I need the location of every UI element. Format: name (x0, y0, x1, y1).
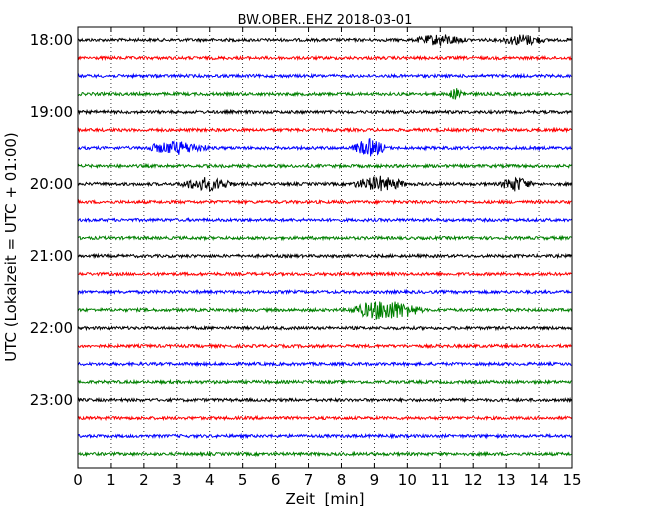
seismic-trace-2330 (77, 432, 572, 440)
seismic-trace-2215 (77, 342, 572, 350)
seismic-trace-1945 (77, 162, 572, 170)
seismic-trace-2015 (77, 198, 572, 206)
x-tick-label: 7 (304, 471, 314, 489)
x-axis-ticks: 0 1 2 3 4 5 6 7 8 9 10 11 12 13 14 15 (73, 27, 582, 489)
seismic-trace-2115 (77, 270, 572, 278)
x-tick-label: 11 (431, 471, 450, 489)
seismic-trace-2100 (77, 252, 572, 260)
grid-lines (110, 27, 540, 468)
seismic-trace-1815 (77, 54, 572, 62)
chart-title: BW.OBER..EHZ 2018-03-01 (238, 13, 413, 28)
seismic-trace-1900 (77, 108, 572, 116)
x-tick-label: 8 (337, 471, 347, 489)
seismic-trace-2000 (78, 175, 572, 192)
seismic-trace-2245 (77, 378, 572, 386)
x-tick-label: 3 (172, 471, 182, 489)
seismic-trace-2315 (77, 414, 572, 422)
y-tick-label: 23:00 (30, 391, 73, 409)
x-tick-label: 1 (106, 471, 116, 489)
y-tick-label: 20:00 (30, 175, 73, 193)
x-tick-label: 14 (530, 471, 549, 489)
seismic-traces (77, 34, 572, 458)
seismic-trace-1830 (77, 72, 572, 80)
seismic-trace-1845 (77, 88, 572, 100)
seismic-trace-1800 (77, 34, 572, 48)
x-tick-label: 2 (139, 471, 149, 489)
seismic-trace-2130 (77, 288, 572, 296)
x-tick-label: 12 (464, 471, 483, 489)
seismic-trace-2045 (77, 234, 572, 242)
x-tick-label: 4 (205, 471, 215, 489)
x-tick-label: 10 (398, 471, 417, 489)
x-tick-label: 15 (562, 471, 581, 489)
y-tick-label: 18:00 (30, 31, 73, 49)
x-axis-label: Zeit [min] (285, 490, 364, 508)
seismic-trace-2145 (77, 301, 572, 321)
y-axis-label: UTC (Lokalzeit = UTC + 01:00) (2, 132, 20, 362)
plot-frame (77, 26, 573, 469)
seismic-trace-2230 (77, 360, 572, 368)
seismic-trace-2345 (77, 450, 572, 458)
y-tick-label: 22:00 (30, 319, 73, 337)
y-axis-ticks: 18:00 19:00 20:00 21:00 22:00 23:00 (30, 31, 572, 409)
x-tick-label: 9 (370, 471, 380, 489)
y-tick-label: 19:00 (30, 103, 73, 121)
y-tick-label: 21:00 (30, 247, 73, 265)
seismic-trace-2200 (77, 324, 572, 332)
x-tick-label: 13 (497, 471, 516, 489)
seismic-trace-2030 (77, 216, 572, 224)
x-tick-label: 5 (238, 471, 248, 489)
seismic-trace-1930 (77, 137, 572, 157)
x-tick-label: 6 (271, 471, 281, 489)
x-tick-label: 0 (73, 471, 83, 489)
seismic-trace-1915 (77, 126, 572, 134)
seismic-trace-2300 (77, 396, 572, 404)
